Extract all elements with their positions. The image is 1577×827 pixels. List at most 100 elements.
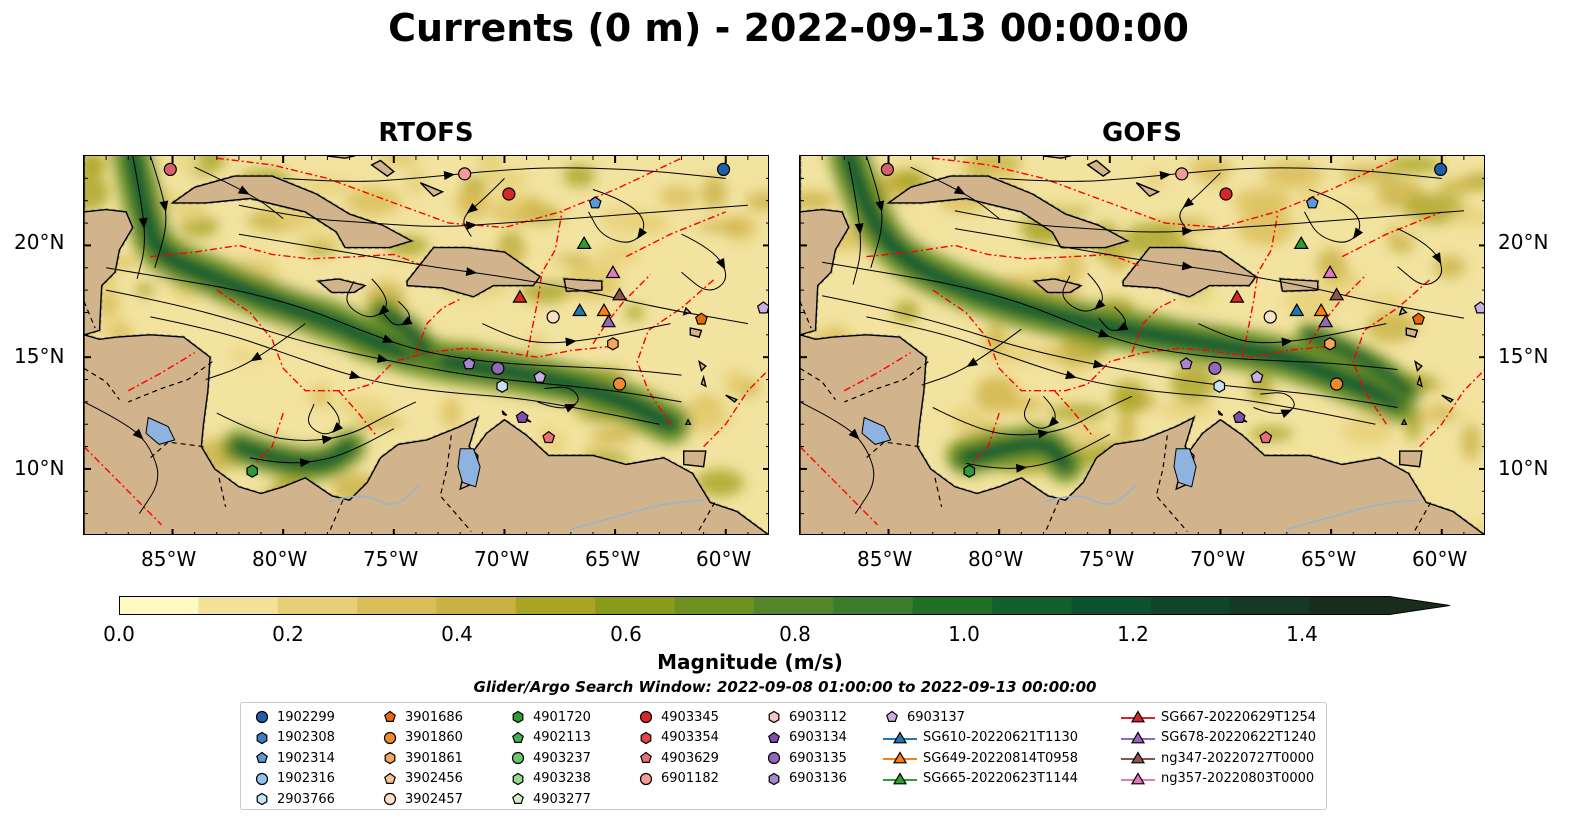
observation-marker [1259,430,1273,444]
observation-marker [596,302,612,317]
legend-label: ng347-20220727T0000 [1161,750,1315,766]
circle-marker-icon [383,793,397,806]
observation-marker [1179,357,1193,370]
lon-tick-80-right: 80°W [968,547,1024,571]
circle-marker-icon [767,752,781,765]
stream-arrow [1280,409,1293,418]
legend-column: 4901720 4902113 4903237 4903238 4903277 [509,707,591,810]
colorbar-tick: 1.2 [1117,622,1149,646]
river [327,484,421,505]
legend-label: 2903766 [277,791,335,807]
legend-item: 4903277 [509,789,591,810]
panel-title-rtofs: RTOFS [378,118,474,148]
legend-label: 1902314 [277,750,335,766]
observation-marker [1330,377,1344,391]
legend-label: SG678-20220622T1240 [1161,730,1317,746]
observation-marker [1213,379,1226,393]
colorbar-segment [357,596,438,615]
observation-marker [1318,314,1334,328]
legend-item: 3902457 [381,789,463,810]
observation-marker [546,310,560,324]
stream-arrow [1116,321,1129,332]
pentagon-marker-icon [512,731,524,743]
observation-marker [1289,302,1305,317]
lon-tick-85-right: 85°W [857,547,913,571]
observation-marker [1474,301,1484,314]
stream-arrow [1159,171,1172,180]
legend-marker [512,711,524,724]
observation-marker [963,464,976,478]
colorbar-segment [912,596,993,615]
legend: 1902299 1902308 1902314 1902316 2903766 39016… [240,702,1327,810]
observation-marker [1250,370,1264,383]
legend-label: 3902456 [405,771,463,787]
lake [1173,448,1197,488]
hexagon-marker-icon [768,711,780,724]
colorbar [119,596,1451,615]
hexagon-marker-icon [768,772,780,785]
colorbar-tick: 1.0 [948,622,980,646]
legend-item: 3901861 [381,748,463,769]
lake [457,448,481,488]
stream-arrow [382,334,394,343]
legend-label: 4902113 [533,730,591,746]
observations [163,162,768,478]
legend-column: 1902299 1902308 1902314 1902316 2903766 [253,707,335,810]
observation-marker [605,264,621,279]
colorbar-segment [515,596,596,615]
triangle-marker-icon [883,731,917,744]
colorbar-segment [1071,596,1152,615]
legend-label: SG610-20220621T1130 [923,730,1079,746]
legend-marker [1130,772,1146,785]
observation-marker [1229,289,1245,303]
hexagon-marker-icon [384,752,396,765]
legend-item: 1902299 [253,707,335,728]
legend-marker [384,772,396,784]
observation-marker [458,167,472,181]
pentagon-marker-icon [256,752,268,764]
observation-marker [588,196,602,209]
legend-marker [512,731,524,743]
colorbar-segment [833,596,914,615]
legend-label: 1902299 [277,709,335,725]
lat-tick-10-right: 10°N [1498,456,1549,480]
observation-marker [533,370,547,383]
observation-marker [1313,302,1329,317]
legend-label: 4903345 [661,709,719,725]
legend-marker [256,731,268,744]
colorbar-segment [674,596,755,615]
observation-marker [1434,162,1448,177]
legend-label: 6903134 [789,730,847,746]
streamlines [84,156,748,514]
colorbar-segment [1150,596,1231,615]
lat-tick-20-left: 20°N [14,230,65,254]
stream-arrow [138,217,148,230]
search-window-text: Glider/Argo Search Window: 2022-09-08 01… [473,678,1097,696]
legend-label: 1902308 [277,730,335,746]
stream-arrow [466,202,479,214]
hexagon-marker-icon [256,793,268,806]
observation-marker [1322,264,1338,279]
circle-marker-icon [383,731,397,744]
stream-arrow [465,267,478,276]
observation-marker [694,312,708,325]
colorbar-extend-arrow [1389,596,1450,615]
observation-marker [600,314,617,328]
hexagon-marker-icon [640,731,652,744]
legend-item: 4903629 [637,748,719,769]
lon-tick-70-right: 70°W [1190,547,1246,571]
stream-arrow [1098,328,1110,338]
rtofs-map-canvas [84,156,768,534]
lon-tick-85-left: 85°W [141,547,197,571]
lon-tick-65-right: 65°W [1301,547,1357,571]
frame-ticks [800,156,1484,534]
stream-arrow [848,428,860,440]
legend-marker [512,793,524,805]
stream-arrow [443,171,456,180]
legend-label: 3901686 [405,709,463,725]
pentagon-marker-icon [640,752,652,764]
observation-marker [515,410,529,423]
legend-item: 6903134 [765,728,847,749]
legend-marker [1130,731,1146,744]
observation-marker [1208,361,1222,375]
